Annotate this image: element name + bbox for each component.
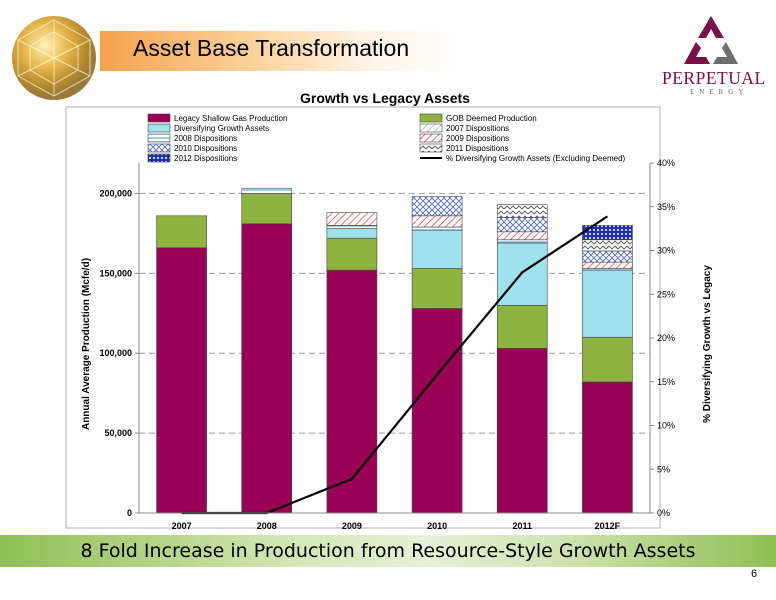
bar-segment	[411, 229, 463, 269]
y-axis-label: Annual Average Production (Mcfe/d)	[81, 258, 92, 430]
bar-segment	[582, 239, 633, 252]
chart-bars	[156, 188, 633, 514]
bar-segment	[156, 215, 207, 249]
bar-segment	[241, 193, 293, 225]
legend-swatch	[147, 133, 171, 143]
bar-segment	[496, 217, 548, 233]
y2-tick-label: 30%	[657, 246, 675, 256]
bar-segment	[411, 215, 463, 228]
bar-segment	[496, 204, 548, 218]
y-tick-label: 150,000	[99, 268, 132, 278]
legend-swatch	[147, 113, 171, 123]
y2-tick-label: 20%	[657, 333, 675, 343]
legend-swatch	[419, 123, 443, 133]
legend-swatch	[147, 153, 171, 163]
x-tick-label: 2012F	[595, 521, 621, 531]
perpetual-logo-icon	[680, 12, 742, 70]
footer-headline: 8 Fold Increase in Production from Resou…	[80, 540, 696, 562]
bar-segment	[496, 239, 548, 244]
legend-label: % Diversifying Growth Assets (Excluding …	[446, 154, 626, 163]
bar-segment	[241, 188, 293, 194]
left-axis: 0 50,000 100,000 150,000 200,000	[99, 163, 140, 518]
x-tick-label: 2011	[512, 521, 532, 531]
x-tick-label: 2010	[427, 521, 447, 531]
legend-swatch	[419, 113, 443, 123]
x-tick-label: 2007	[172, 521, 192, 531]
bar-segment	[496, 231, 548, 241]
x-axis: 2007 2008 2009 2010 2011 2012F	[139, 512, 650, 531]
bar-segment	[582, 250, 633, 263]
page-number: 6	[751, 568, 758, 580]
y2-tick-label: 10%	[657, 421, 675, 431]
y2-tick-label: 40%	[657, 158, 675, 168]
y2-tick-label: 0%	[657, 508, 670, 518]
legend-label: 2007 Dispositions	[446, 124, 509, 133]
y-tick-label: 50,000	[104, 428, 132, 438]
bar-segment	[582, 261, 633, 269]
legend-label: 2008 Dispositions	[174, 134, 237, 143]
bar-segment	[411, 308, 463, 514]
chart-gridlines	[139, 192, 650, 434]
legend-swatch	[419, 143, 443, 153]
legend-label: 2009 Dispositions	[446, 134, 509, 143]
legend-label: 2012 Dispositions	[174, 154, 237, 163]
legend-swatch	[419, 133, 443, 143]
bar-segment	[326, 212, 378, 226]
y2-tick-label: 35%	[657, 202, 675, 212]
y2-tick-label: 25%	[657, 289, 675, 299]
legend-swatch	[147, 123, 171, 133]
bar-segment	[411, 268, 463, 309]
bar-segment	[411, 226, 463, 231]
bar-segment	[241, 223, 293, 514]
legend-label: 2010 Dispositions	[174, 144, 237, 153]
y-tick-label: 0	[127, 508, 132, 518]
bar-segment	[496, 242, 548, 306]
globe-graphic	[10, 14, 98, 102]
legend-label: Legacy Shallow Gas Production	[174, 114, 287, 123]
y-tick-label: 100,000	[99, 348, 132, 358]
x-tick-label: 2008	[257, 521, 277, 531]
title-banner	[100, 31, 460, 71]
right-axis: 0% 5% 10% 15% 20% 25% 30% 35% 40%	[649, 158, 675, 518]
bar-segment	[496, 348, 548, 514]
y2-axis-label: % Diversifying Growth vs Legacy	[702, 265, 713, 423]
bar-segment	[496, 304, 548, 349]
legend-label: GOB Deemed Production	[446, 114, 537, 123]
bar-segment	[582, 269, 633, 338]
bar-segment	[326, 228, 378, 239]
bar-segment	[326, 237, 378, 271]
logo-subtitle: ENERGY	[690, 88, 749, 96]
y-tick-label: 200,000	[99, 188, 132, 198]
chart-title: Growth vs Legacy Assets	[300, 90, 470, 106]
bar-segment	[326, 269, 378, 514]
bar-segment	[582, 336, 633, 383]
bar-segment	[326, 225, 378, 229]
bar-segment	[582, 381, 633, 514]
legend-label: 2011 Dispositions	[446, 144, 509, 153]
y2-tick-label: 15%	[657, 377, 675, 387]
logo-wordmark: PERPETUAL	[662, 68, 766, 88]
slide-title: Asset Base Transformation	[133, 35, 410, 61]
y2-tick-label: 5%	[657, 464, 670, 474]
bar-segment	[156, 247, 207, 514]
bar-segment	[411, 196, 463, 217]
x-tick-label: 2009	[342, 521, 362, 531]
legend-swatch	[147, 143, 171, 153]
chart-legend: Legacy Shallow Gas Production GOB Deemed …	[147, 113, 626, 163]
footer-banner	[0, 535, 776, 567]
legend-label: Diversifying Growth Assets	[174, 124, 269, 133]
